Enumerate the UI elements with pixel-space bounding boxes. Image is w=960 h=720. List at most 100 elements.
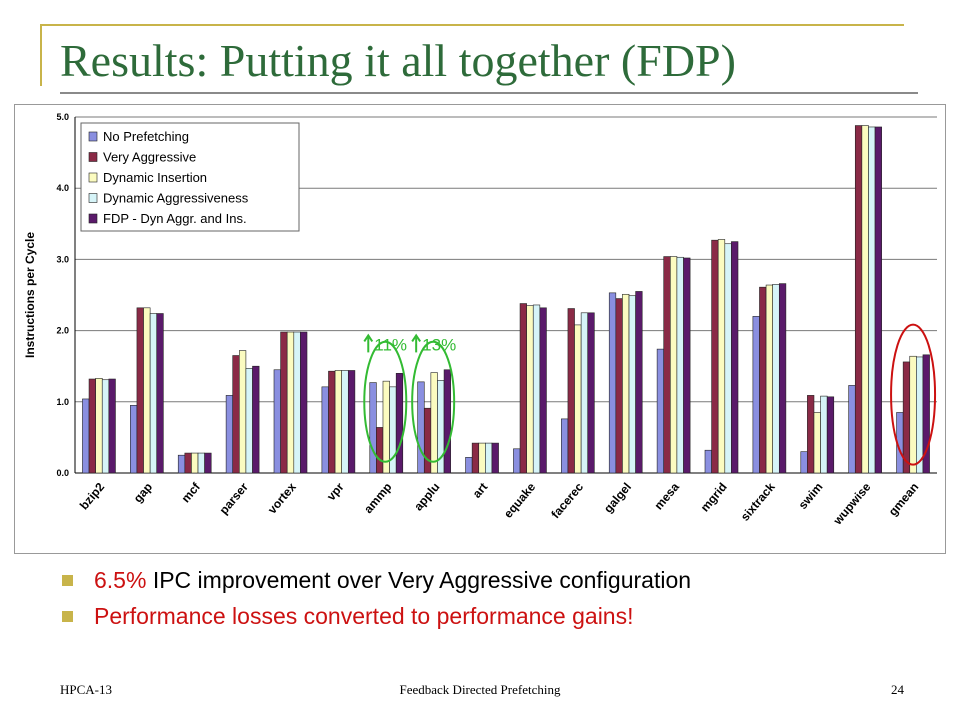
y-tick-label: 5.0 (56, 112, 69, 122)
bar (252, 365, 260, 474)
bar (813, 412, 821, 474)
bar (772, 284, 780, 474)
bar (430, 372, 438, 474)
bar (778, 283, 787, 474)
bar (204, 452, 212, 474)
legend-entry: FDP - Dyn Aggr. and Ins. (103, 211, 247, 226)
legend-entry: Dynamic Aggressiveness (103, 191, 249, 206)
bar (225, 395, 234, 474)
bar (676, 256, 684, 474)
legend-swatch (88, 172, 98, 183)
x-tick-label: gap (131, 480, 155, 505)
bar (711, 239, 719, 474)
x-tick-label: galgel (601, 480, 634, 516)
x-tick-label: ammp (361, 480, 394, 516)
bar (280, 331, 288, 474)
bar (382, 380, 390, 474)
bar (800, 451, 808, 474)
bar (587, 312, 595, 474)
bar (245, 368, 253, 474)
bar (874, 126, 882, 474)
bar (478, 442, 486, 474)
bar (765, 284, 773, 474)
x-tick-label: art (470, 480, 491, 501)
bar (471, 442, 480, 474)
bar (130, 405, 138, 474)
bar (663, 256, 671, 474)
y-tick-label: 4.0 (56, 183, 69, 193)
summary-highlight-ellipse (890, 323, 937, 466)
bar (101, 379, 110, 474)
x-tick-label: equake (501, 480, 539, 521)
legend-box (80, 122, 300, 232)
chart-container: 0.0 1.0 2.0 3.0 4.0 5.0 Instructions per Cycle… (14, 104, 946, 554)
bar (622, 293, 630, 474)
frame-top-line (40, 24, 904, 26)
bar (916, 356, 924, 474)
legend-swatch (88, 213, 98, 224)
bar (861, 125, 869, 474)
x-tick-label: applu (411, 480, 442, 514)
ipc-bar-chart: 0.0 1.0 2.0 3.0 4.0 5.0 Instructions per Cycle… (23, 112, 937, 528)
bar (300, 331, 308, 474)
bar (286, 331, 295, 474)
bullet-list: 6.5% IPC improvement over Very Aggressiv… (60, 562, 691, 634)
bar (580, 312, 589, 474)
footer-page-number: 24 (891, 682, 904, 697)
bullet-text: Performance losses converted to performa… (94, 603, 634, 629)
bar (567, 308, 575, 474)
footer-title: Feedback Directed Prefetching (399, 682, 561, 697)
bar (868, 126, 876, 474)
bar (683, 257, 691, 474)
bar (273, 369, 281, 474)
bar (369, 382, 377, 474)
bar (826, 396, 835, 474)
bar (197, 452, 205, 474)
up-arrow-icon (411, 333, 421, 342)
bar (177, 454, 186, 474)
bar (513, 448, 521, 474)
bar (608, 292, 617, 474)
legend-swatch (88, 131, 98, 142)
bar (156, 313, 164, 474)
bar (902, 361, 911, 474)
bar (670, 256, 678, 474)
bar (574, 324, 582, 474)
bullet-item-performance-gains: Performance losses converted to performa… (60, 598, 691, 634)
bar (532, 304, 541, 474)
bar (526, 305, 534, 474)
legend-swatch (88, 193, 98, 203)
bar (232, 355, 240, 474)
bar (347, 370, 356, 474)
bar (491, 442, 499, 474)
bar (321, 386, 329, 474)
bar (704, 449, 712, 474)
x-tick-label: facerec (548, 480, 586, 521)
x-tick-label: vpr (324, 480, 347, 504)
bar (635, 291, 643, 474)
bar (136, 307, 144, 474)
bullet-item-ipc-improvement: 6.5% IPC improvement over Very Aggressiv… (60, 562, 691, 598)
legend-entry: Very Aggressive (103, 150, 196, 165)
bar (95, 378, 103, 474)
bar (443, 369, 451, 474)
bar (239, 350, 247, 474)
bullet-text: IPC improvement over Very Aggressive con… (146, 567, 692, 593)
y-tick-label: 1.0 (56, 397, 69, 407)
x-tick-label: gmean (886, 480, 922, 519)
bar (395, 373, 404, 474)
bar (724, 243, 732, 474)
up-arrow-icon (363, 333, 374, 342)
bar (143, 307, 151, 474)
x-tick-label: parser (217, 480, 252, 517)
bar (191, 452, 199, 474)
bar (922, 354, 930, 474)
bar (561, 418, 569, 474)
bar (717, 239, 726, 474)
highlight-ellipse (411, 340, 456, 463)
legend-swatch (88, 152, 98, 162)
x-tick-label: mcf (179, 479, 204, 505)
bar (656, 348, 665, 474)
x-tick-label: mesa (651, 480, 682, 513)
bar (341, 370, 349, 474)
